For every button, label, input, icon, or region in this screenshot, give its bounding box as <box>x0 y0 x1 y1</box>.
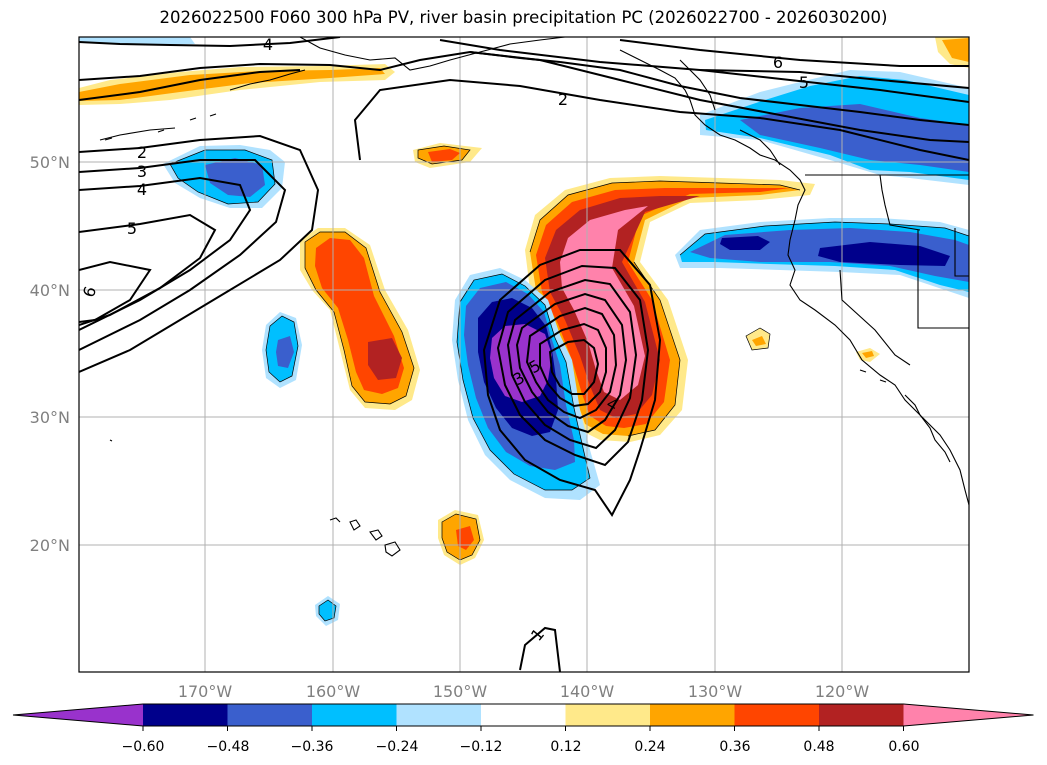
gridlines <box>79 37 969 672</box>
colorbar-segment <box>481 704 566 726</box>
colorbar-segment <box>143 704 228 726</box>
contour-label: 3 <box>137 162 147 181</box>
lat-label: 30°N <box>30 408 70 427</box>
lat-label: 40°N <box>30 281 70 300</box>
colorbar-tick-label: 0.36 <box>719 739 750 755</box>
longitude-labels: 170°W 160°W 150°W 140°W 130°W 120°W <box>178 682 870 701</box>
colorbar-tick-label: −0.12 <box>460 739 503 755</box>
colorbar-tick-label: −0.24 <box>376 739 419 755</box>
lon-label: 120°W <box>815 682 870 701</box>
colorbar-tick-label: −0.36 <box>291 739 334 755</box>
colorbar-segment <box>819 704 904 726</box>
map-title: 2026022500 F060 300 hPa PV, river basin … <box>159 8 888 27</box>
lon-label: 140°W <box>560 682 615 701</box>
colorbar-tick-label: −0.48 <box>207 739 250 755</box>
contour-label: 5 <box>799 73 809 92</box>
colorbar-segment <box>734 704 820 726</box>
colorbar-tick-label: 0.12 <box>550 739 581 755</box>
colorbar-segment <box>312 704 397 726</box>
lat-label: 20°N <box>30 536 70 555</box>
colorbar-segment <box>13 704 143 726</box>
contour-label: 5 <box>127 219 137 238</box>
lon-label: 130°W <box>688 682 743 701</box>
pv-contours <box>79 37 969 672</box>
colorbar-tick-label: 0.48 <box>803 739 834 755</box>
shading-outlines <box>169 145 969 622</box>
lat-label: 50°N <box>30 153 70 172</box>
colorbar-segment <box>227 704 313 726</box>
colorbar-tick-label: 0.24 <box>634 739 665 755</box>
contour-label: 4 <box>137 180 147 199</box>
map-frame <box>78 36 970 673</box>
colorbar-segment <box>396 704 482 726</box>
contour-label: 2 <box>137 143 147 162</box>
colorbar-segment <box>565 704 651 726</box>
contour-label: 4 <box>263 35 273 54</box>
colorbar-segment <box>650 704 735 726</box>
contour-label: 6 <box>773 53 783 72</box>
contour-label: 2 <box>558 90 568 109</box>
colorbar-tick-label: −0.60 <box>122 739 165 755</box>
colorbar-tick-label: 0.60 <box>888 739 919 755</box>
lon-label: 160°W <box>306 682 361 701</box>
latitude-labels: 50°N 40°N 30°N 20°N <box>30 153 70 555</box>
coastlines <box>99 37 969 557</box>
lon-label: 150°W <box>433 682 488 701</box>
colorbar: −0.60 −0.48 −0.36 −0.24 −0.12 0.12 0.24 … <box>12 703 1034 755</box>
lon-label: 170°W <box>178 682 233 701</box>
colorbar-segment <box>903 704 1034 726</box>
